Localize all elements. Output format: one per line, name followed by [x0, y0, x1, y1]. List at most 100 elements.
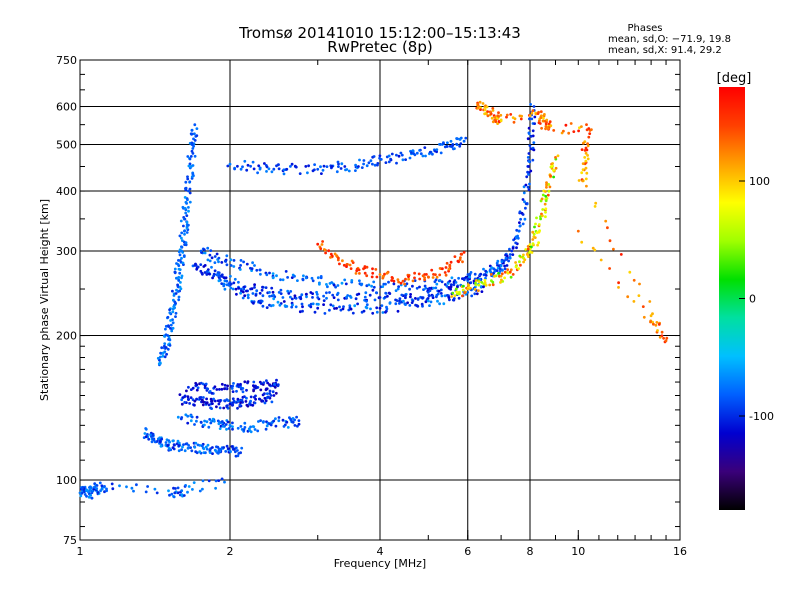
- data-point: [580, 171, 584, 175]
- data-point: [191, 488, 194, 491]
- data-point: [188, 157, 192, 161]
- data-point: [522, 191, 526, 195]
- data-point: [549, 174, 552, 178]
- data-point: [191, 172, 195, 176]
- data-point: [342, 305, 345, 308]
- data-point: [540, 197, 544, 201]
- data-point: [584, 159, 588, 163]
- data-point: [165, 352, 169, 356]
- data-point: [403, 282, 406, 286]
- data-point: [434, 286, 438, 290]
- data-point: [187, 397, 190, 401]
- data-point: [172, 294, 176, 297]
- data-point: [271, 272, 275, 275]
- data-point: [296, 279, 299, 282]
- data-point: [183, 232, 186, 236]
- data-point: [449, 287, 452, 291]
- data-point: [297, 422, 301, 426]
- data-point: [516, 236, 520, 240]
- data-point: [449, 260, 453, 264]
- data-point: [585, 184, 588, 188]
- data-point: [370, 284, 373, 288]
- data-point: [381, 311, 385, 314]
- data-point: [220, 477, 224, 481]
- data-point: [212, 397, 216, 401]
- data-point: [545, 185, 548, 189]
- data-point: [187, 164, 191, 168]
- data-point: [222, 446, 226, 449]
- data-point: [537, 223, 541, 226]
- data-point: [243, 294, 247, 298]
- data-point: [256, 171, 259, 175]
- data-point: [461, 260, 464, 264]
- data-point: [245, 262, 249, 266]
- data-point: [657, 323, 661, 326]
- data-point: [261, 304, 265, 308]
- data-point: [176, 415, 180, 419]
- data-point: [163, 350, 167, 354]
- data-point: [304, 276, 308, 280]
- data-point: [195, 451, 199, 455]
- data-point: [450, 276, 454, 280]
- data-point: [191, 152, 195, 155]
- data-point: [186, 421, 190, 425]
- data-point: [243, 426, 247, 429]
- data-point: [144, 435, 148, 439]
- data-point: [399, 151, 403, 155]
- x-tick-label: 6: [464, 545, 471, 558]
- data-point: [147, 437, 151, 441]
- data-point: [236, 399, 240, 403]
- data-point: [180, 493, 184, 497]
- data-point: [241, 165, 244, 169]
- data-point: [282, 172, 286, 176]
- data-point: [552, 175, 555, 179]
- data-point: [365, 274, 369, 278]
- data-point: [241, 390, 245, 394]
- data-point: [339, 167, 343, 170]
- data-point: [227, 447, 230, 451]
- data-point: [329, 256, 332, 259]
- data-point: [523, 258, 527, 262]
- data-point: [527, 131, 531, 135]
- data-point: [491, 280, 495, 284]
- data-point: [371, 311, 375, 315]
- data-point: [96, 491, 100, 494]
- data-point: [346, 294, 350, 297]
- data-point: [239, 167, 243, 171]
- data-point: [340, 281, 344, 285]
- data-point: [246, 404, 250, 408]
- data-point: [263, 392, 266, 396]
- data-point: [178, 253, 182, 257]
- data-point: [231, 287, 235, 291]
- data-point: [189, 165, 193, 168]
- data-point: [267, 395, 270, 399]
- data-point: [500, 272, 504, 276]
- data-point: [319, 165, 322, 169]
- data-point: [208, 259, 212, 263]
- data-point: [517, 229, 521, 233]
- data-point: [220, 382, 224, 386]
- data-point: [477, 283, 481, 287]
- data-point: [241, 296, 245, 300]
- data-point: [209, 397, 213, 401]
- data-point: [272, 419, 276, 423]
- data-point: [166, 334, 170, 337]
- data-point: [182, 254, 186, 257]
- data-point: [188, 187, 192, 191]
- data-point: [259, 419, 262, 422]
- data-point: [604, 219, 608, 223]
- data-point: [205, 420, 209, 424]
- data-point: [281, 296, 285, 299]
- data-point: [341, 259, 344, 263]
- data-point: [390, 152, 394, 156]
- data-point: [179, 219, 183, 223]
- data-point: [599, 258, 603, 262]
- data-point: [278, 303, 282, 307]
- data-point: [217, 279, 221, 283]
- data-point: [406, 301, 409, 305]
- data-point: [438, 279, 442, 282]
- data-point: [261, 399, 265, 403]
- data-point: [265, 424, 269, 428]
- data-point: [183, 217, 187, 221]
- y-tick-label: 500: [56, 139, 77, 152]
